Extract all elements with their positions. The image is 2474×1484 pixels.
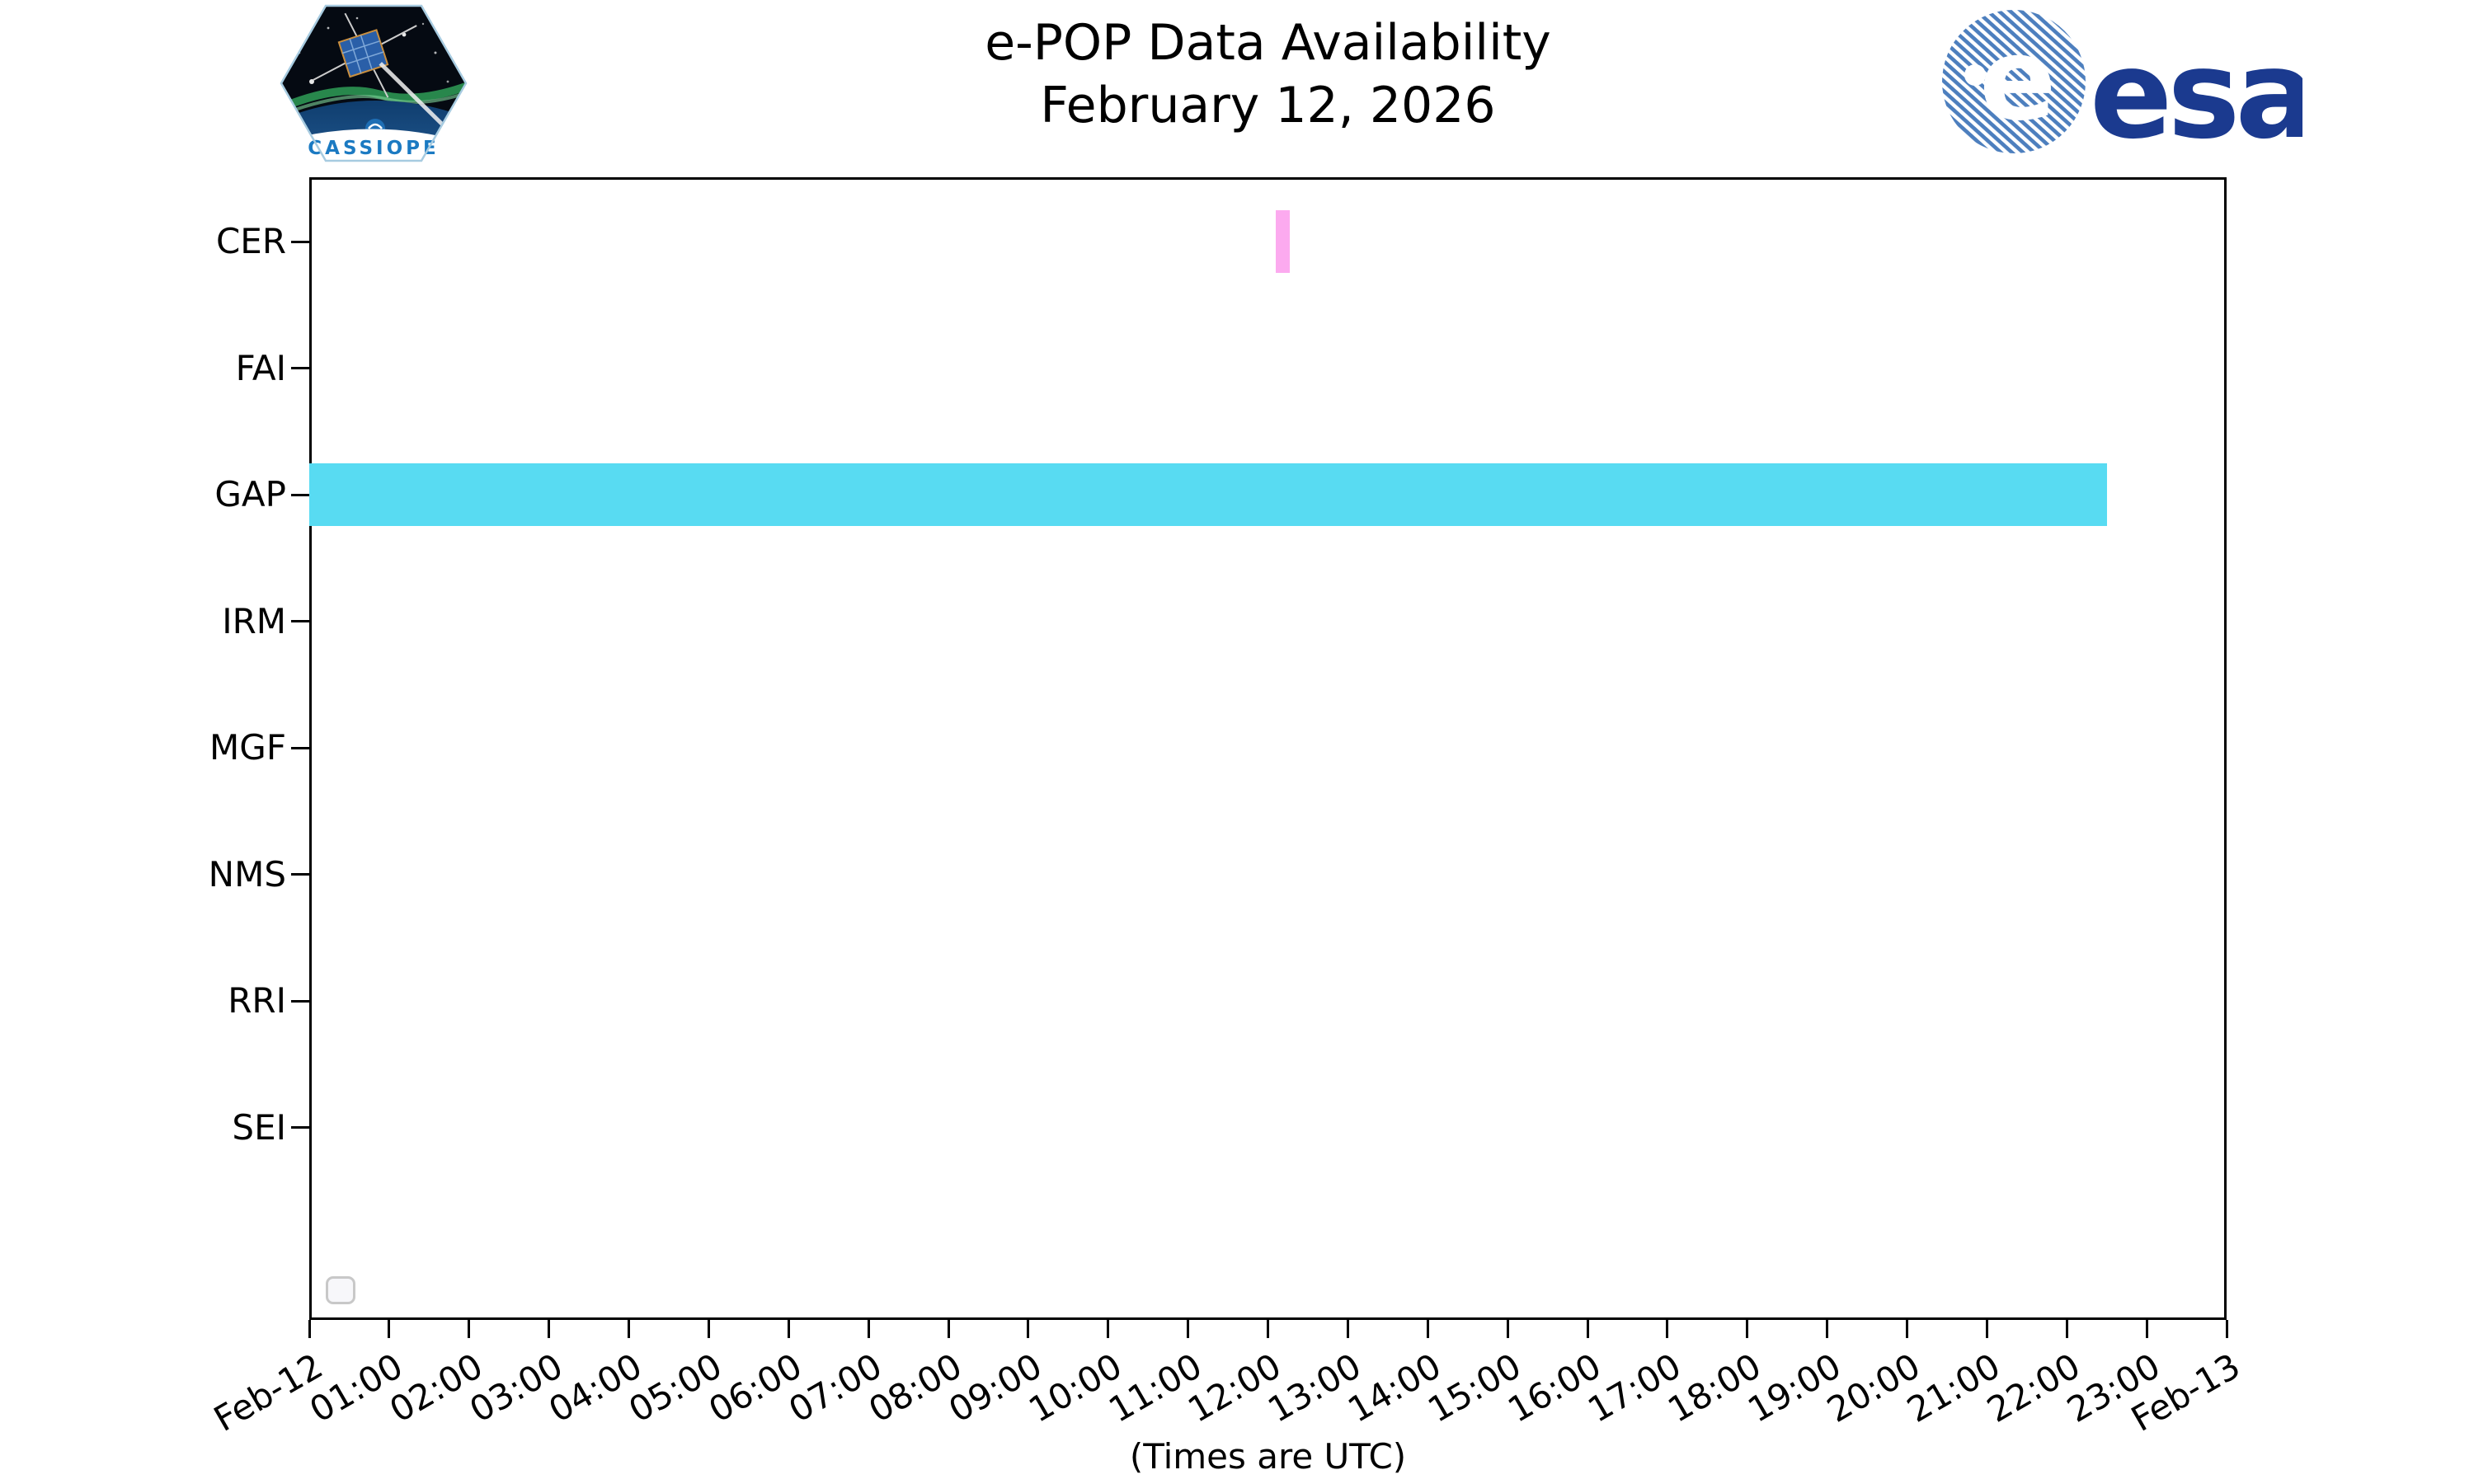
xtick-19 [1826,1320,1829,1338]
badge-satellite [313,12,451,133]
badge-aurora [281,78,466,116]
xtick-10 [1107,1320,1110,1338]
chart-title: e-POP Data Availability [985,14,1551,72]
ytick-label-sei: SEI [232,1106,286,1148]
ytick-nms [291,873,309,876]
xtick-label-text: 16:00 [1501,1345,1608,1430]
xtick-8 [947,1320,950,1338]
ytick-label-rri: RRI [228,980,286,1021]
xtick-label-text: 02:00 [382,1345,490,1430]
availability-bar-cer [1276,210,1290,273]
xtick-7 [867,1320,870,1338]
xtick-6 [787,1320,790,1338]
xtick-21 [1985,1320,1988,1338]
xtick-label-text: 01:00 [303,1345,410,1430]
esa-logo: e esa [1940,5,2317,166]
badge-swoosh [281,129,466,161]
ytick-label-gap: GAP [214,474,286,515]
ytick-irm [291,620,309,623]
xtick-16 [1586,1320,1589,1338]
xtick-22 [2065,1320,2068,1338]
xtick-label-text: 17:00 [1581,1345,1688,1430]
xtick-label-text: 10:00 [1021,1345,1129,1430]
esa-globe-icon: e [1942,10,2086,153]
plot-area [309,177,2227,1320]
ytick-label-irm: IRM [222,600,286,641]
xtick-3 [548,1320,551,1338]
xtick-17 [1666,1320,1669,1338]
xtick-11 [1187,1320,1190,1338]
xtick-12 [1267,1320,1269,1338]
xtick-15 [1506,1320,1509,1338]
badge-aurora-glow [281,87,466,120]
badge-hex-outline [280,4,468,162]
xtick-14 [1426,1320,1429,1338]
xtick-13 [1346,1320,1349,1338]
xtick-24 [2225,1320,2228,1338]
xtick-1 [388,1320,391,1338]
xtick-label-text: 08:00 [862,1345,969,1430]
cassiope-badge-art: CASSIOPE [280,4,468,162]
ytick-label-mgf: MGF [209,727,286,768]
badge-roundel-mark [368,123,383,129]
ytick-label-fai: FAI [235,347,286,388]
ytick-fai [291,367,309,370]
legend-box [326,1276,355,1304]
xtick-23 [2145,1320,2148,1338]
ytick-label-cer: CER [215,221,286,261]
xtick-4 [628,1320,630,1338]
chart-subtitle-date: February 12, 2026 [1040,77,1496,134]
xtick-label-text: 09:00 [942,1345,1049,1430]
cassiope-badge-label: CASSIOPE [308,138,439,159]
xtick-label-text: 18:00 [1660,1345,1768,1430]
cassiope-mission-badge: CASSIOPE [279,3,468,167]
xtick-20 [1906,1320,1908,1338]
ytick-mgf [291,746,309,749]
ytick-gap [291,493,309,496]
xaxis-caption: (Times are UTC) [1129,1436,1407,1477]
svg-text:e: e [1979,13,2057,146]
xtick-18 [1746,1320,1749,1338]
availability-bar-gap [309,463,2107,527]
chart-title-block: e-POP Data Availability February 12, 202… [309,12,2227,137]
ytick-label-nms: NMS [208,853,286,895]
ytick-cer [291,240,309,243]
esa-wordmark: esa [2090,24,2302,162]
xtick-0 [308,1320,311,1338]
esa-logo-art: e esa [1942,10,2317,166]
xtick-5 [707,1320,710,1338]
xtick-9 [1027,1320,1030,1338]
ytick-sei [291,1126,309,1129]
xtick-2 [468,1320,471,1338]
ytick-rri [291,999,309,1003]
